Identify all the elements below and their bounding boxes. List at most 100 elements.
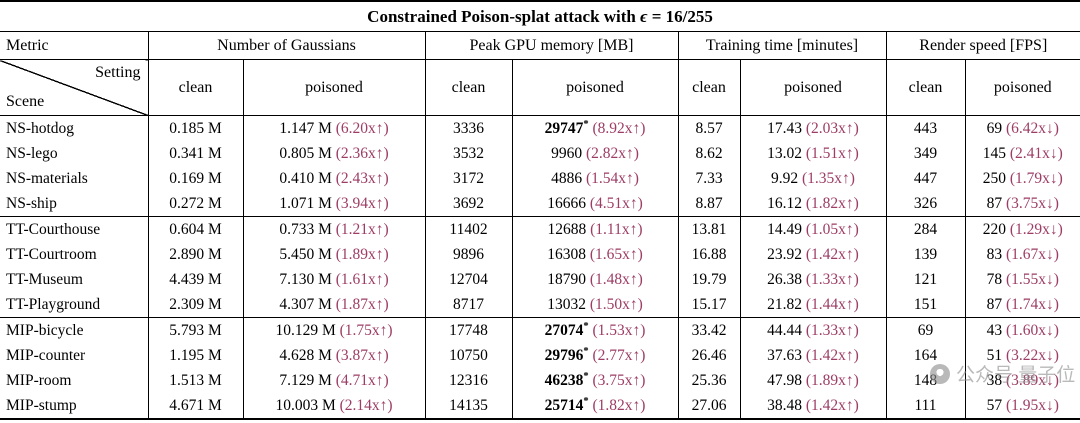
fps-poisoned-value: 69 (6.42x↓) xyxy=(964,115,1080,141)
gpu-clean-value: 3336 xyxy=(424,115,512,141)
gaussians-clean-value: 0.185 M xyxy=(147,115,243,141)
time-poisoned-value: 26.38 (1.33x↑) xyxy=(739,267,886,292)
time-poisoned-number: 26.38 xyxy=(767,270,803,288)
gaussians-poisoned-value: 7.129 M (4.71x↑) xyxy=(242,368,425,393)
scene-name: TT-Museum xyxy=(6,270,83,288)
gaussians-clean-value: 2.890 M xyxy=(147,242,243,267)
fps-poisoned-value: 83 (1.67x↓) xyxy=(964,242,1080,267)
fps-poisoned-value: 78 (1.55x↓) xyxy=(964,267,1080,292)
table-row: NS-ship 0.272 M 1.071 M (3.94x↑) 3692 16666 … xyxy=(0,191,1080,217)
fps-poisoned-number: 38 xyxy=(986,371,1003,389)
time-poisoned-number: 9.92 xyxy=(771,169,799,187)
fps-clean-value: 151 xyxy=(885,292,965,318)
time-ratio-annotation: (1.89x↑) xyxy=(805,371,859,389)
time-poisoned-number: 44.44 xyxy=(767,321,803,339)
fps-poisoned-number: 250 xyxy=(982,169,1006,187)
time-ratio-annotation: (1.35x↑) xyxy=(802,169,855,187)
time-poisoned-value: 38.48 (1.42x↑) xyxy=(739,393,886,419)
gaussians-clean-value: 1.513 M xyxy=(147,368,243,393)
gpu-poisoned-number: 16666 xyxy=(547,194,586,212)
scene-name: NS-hotdog xyxy=(6,119,75,137)
gpu-poisoned-starred-value: 46238* xyxy=(544,370,589,390)
gaussians-poisoned-number: 7.130 M xyxy=(279,270,332,288)
fps-ratio-annotation: (1.79x↓) xyxy=(1009,169,1063,187)
gpu-poisoned-value: 46238* (3.75x↑) xyxy=(511,368,678,393)
time-poisoned-number: 37.63 xyxy=(767,346,803,364)
gpu-poisoned-value: 29796* (2.77x↑) xyxy=(511,343,678,368)
gaussians-ratio-annotation: (2.43x↑) xyxy=(335,169,389,187)
gpu-poisoned-starred-value: 29747* xyxy=(544,118,589,138)
time-poisoned-value: 47.98 (1.89x↑) xyxy=(739,368,886,393)
gpu-ratio-annotation: (2.77x↑) xyxy=(592,347,646,365)
gpu-ratio-annotation: (3.75x↑) xyxy=(592,372,646,390)
time-poisoned-value: 14.49 (1.05x↑) xyxy=(739,216,886,242)
scene-label: Scene xyxy=(6,93,45,110)
gaussians-clean-header: clean xyxy=(147,59,243,116)
table-title: Constrained Poison-splat attack with ϵ =… xyxy=(0,1,1080,32)
gpu-poisoned-number: 4886 xyxy=(551,169,583,187)
col-group-render-speed: Render speed [FPS] xyxy=(885,31,1080,60)
time-ratio-annotation: (1.33x↑) xyxy=(805,321,859,339)
gpu-poisoned-value: 16666 (4.51x↑) xyxy=(511,191,678,217)
gaussians-clean-value: 4.439 M xyxy=(147,267,243,292)
gaussians-poisoned-number: 0.733 M xyxy=(279,220,332,238)
gaussians-poisoned-number: 4.307 M xyxy=(279,295,332,313)
time-clean-value: 7.33 xyxy=(677,166,740,191)
time-poisoned-number: 17.43 xyxy=(767,119,803,137)
table-row: TT-Courtroom 2.890 M 5.450 M (1.89x↑) 9896 1… xyxy=(0,242,1080,267)
gaussians-poisoned-number: 0.410 M xyxy=(279,169,332,187)
gpu-clean-value: 14135 xyxy=(424,393,512,419)
gaussians-ratio-annotation: (2.14x↑) xyxy=(339,396,393,414)
gpu-ratio-annotation: (1.11x↑) xyxy=(590,220,643,238)
gaussians-ratio-annotation: (1.21x↑) xyxy=(335,220,389,238)
gaussians-poisoned-value: 0.805 M (2.36x↑) xyxy=(242,141,425,166)
fps-ratio-annotation: (2.41x↓) xyxy=(1009,144,1063,162)
time-clean-value: 16.88 xyxy=(677,242,740,267)
fps-clean-value: 349 xyxy=(885,141,965,166)
gpu-clean-value: 11402 xyxy=(424,216,512,242)
fps-poisoned-number: 87 xyxy=(986,295,1003,313)
time-ratio-annotation: (2.03x↑) xyxy=(805,119,859,137)
gpu-poisoned-value: 18790 (1.48x↑) xyxy=(511,267,678,292)
time-poisoned-value: 9.92 (1.35x↑) xyxy=(739,166,886,191)
table-row: NS-lego 0.341 M 0.805 M (2.36x↑) 3532 9960 (… xyxy=(0,141,1080,166)
gpu-clean-value: 12316 xyxy=(424,368,512,393)
table-row: MIP-bicycle 5.793 M 10.129 M (1.75x↑) 17748… xyxy=(0,317,1080,343)
gpu-poisoned-starred-value: 25714* xyxy=(544,395,589,415)
fps-ratio-annotation: (1.74x↓) xyxy=(1005,295,1059,313)
gaussians-poisoned-value: 4.307 M (1.87x↑) xyxy=(242,292,425,318)
gpu-ratio-annotation: (4.51x↑) xyxy=(589,194,643,212)
gaussians-poisoned-value: 5.450 M (1.89x↑) xyxy=(242,242,425,267)
gpu-clean-value: 8717 xyxy=(424,292,512,318)
setting-label: Setting xyxy=(95,64,141,81)
gaussians-poisoned-value: 7.130 M (1.61x↑) xyxy=(242,267,425,292)
time-clean-value: 33.42 xyxy=(677,317,740,343)
scene-name: NS-ship xyxy=(6,194,57,212)
time-poisoned-number: 13.02 xyxy=(767,144,803,162)
scene-name: NS-materials xyxy=(6,169,88,187)
time-ratio-annotation: (1.33x↑) xyxy=(805,270,859,288)
gaussians-clean-value: 0.169 M xyxy=(147,166,243,191)
gpu-poisoned-number: 13032 xyxy=(547,295,586,313)
gaussians-ratio-annotation: (3.94x↑) xyxy=(335,194,389,212)
gpu-clean-value: 10750 xyxy=(424,343,512,368)
col-group-gpu-memory: Peak GPU memory [MB] xyxy=(424,31,678,60)
gpu-ratio-annotation: (1.65x↑) xyxy=(589,245,643,263)
gpu-clean-value: 3692 xyxy=(424,191,512,217)
scene-name: TT-Courthouse xyxy=(0,216,148,242)
fps-clean-value: 326 xyxy=(885,191,965,217)
gaussians-poisoned-value: 1.071 M (3.94x↑) xyxy=(242,191,425,217)
gpu-poisoned-starred-value: 29796* xyxy=(544,345,589,365)
gaussians-poisoned-value: 0.733 M (1.21x↑) xyxy=(242,216,425,242)
table-row: NS-hotdog 0.185 M 1.147 M (6.20x↑) 3336 2974… xyxy=(0,115,1080,141)
gpu-poisoned-number: 16308 xyxy=(547,245,586,263)
fps-poisoned-number: 145 xyxy=(982,144,1006,162)
time-ratio-annotation: (1.42x↑) xyxy=(805,396,859,414)
time-poisoned-value: 21.82 (1.44x↑) xyxy=(739,292,886,318)
gpu-poisoned-value: 9960 (2.82x↑) xyxy=(511,141,678,166)
col-group-gaussians: Number of Gaussians xyxy=(147,31,425,60)
time-poisoned-number: 47.98 xyxy=(767,371,803,389)
gaussians-ratio-annotation: (1.87x↑) xyxy=(335,295,389,313)
gpu-poisoned-value: 29747* (8.92x↑) xyxy=(511,115,678,141)
